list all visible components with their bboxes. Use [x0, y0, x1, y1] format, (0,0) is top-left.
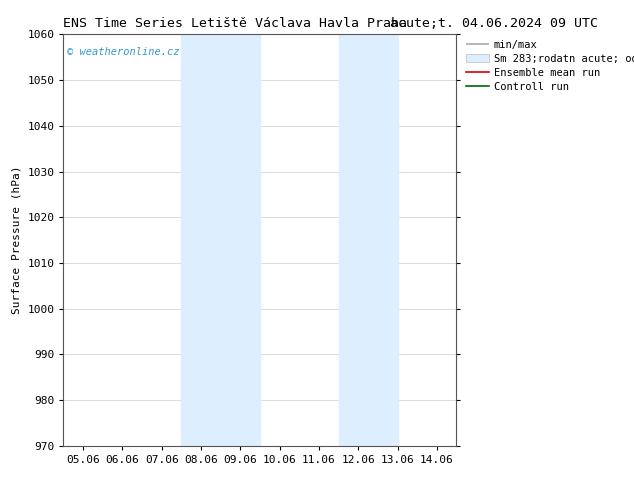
- Bar: [181, 34, 260, 446]
- Text: acute;t. 04.06.2024 09 UTC: acute;t. 04.06.2024 09 UTC: [390, 17, 598, 30]
- Bar: [339, 34, 398, 446]
- Text: ENS Time Series Letiště Václava Havla Praha: ENS Time Series Letiště Václava Havla Pr…: [63, 17, 408, 30]
- Legend: min/max, Sm 283;rodatn acute; odchylka, Ensemble mean run, Controll run: min/max, Sm 283;rodatn acute; odchylka, …: [465, 40, 634, 92]
- Text: © weatheronline.cz: © weatheronline.cz: [67, 47, 180, 57]
- Title: ENS Time Series Letiště Václava Havla Praha    acute;t. 04.06.2024 09 UTC: ENS Time Series Letiště Václava Havla Pr…: [0, 489, 1, 490]
- Y-axis label: Surface Pressure (hPa): Surface Pressure (hPa): [12, 166, 22, 315]
